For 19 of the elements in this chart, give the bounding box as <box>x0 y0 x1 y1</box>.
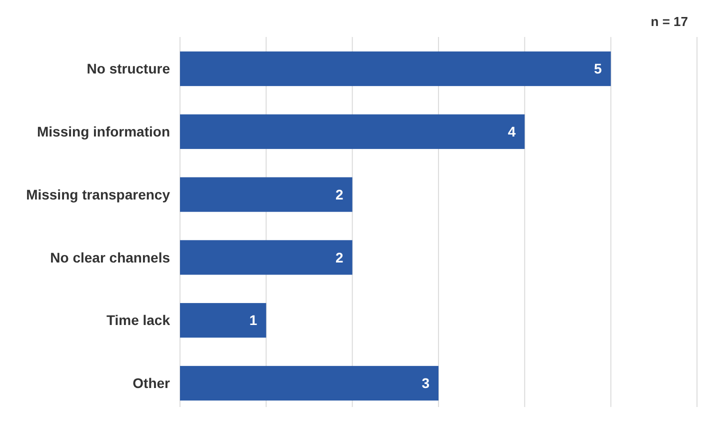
bar <box>180 177 352 212</box>
y-tick-label: Missing transparency <box>26 186 170 202</box>
bar <box>180 114 525 149</box>
data-label: 4 <box>508 124 516 140</box>
bar <box>180 366 438 401</box>
data-label: 3 <box>422 375 430 392</box>
y-tick-label: Other <box>132 375 171 392</box>
data-label: 2 <box>336 249 344 266</box>
y-tick-label: Time lack <box>106 312 170 328</box>
y-tick-label: No clear channels <box>50 249 170 266</box>
data-label: 5 <box>594 60 602 77</box>
bar <box>180 51 611 86</box>
bar <box>180 303 266 338</box>
y-tick-label: Missing information <box>37 124 170 140</box>
bar <box>180 240 352 275</box>
data-label: 1 <box>249 312 258 328</box>
text: n = 17 <box>650 14 688 29</box>
data-label: 2 <box>336 186 344 202</box>
y-tick-label: No structure <box>86 60 170 77</box>
